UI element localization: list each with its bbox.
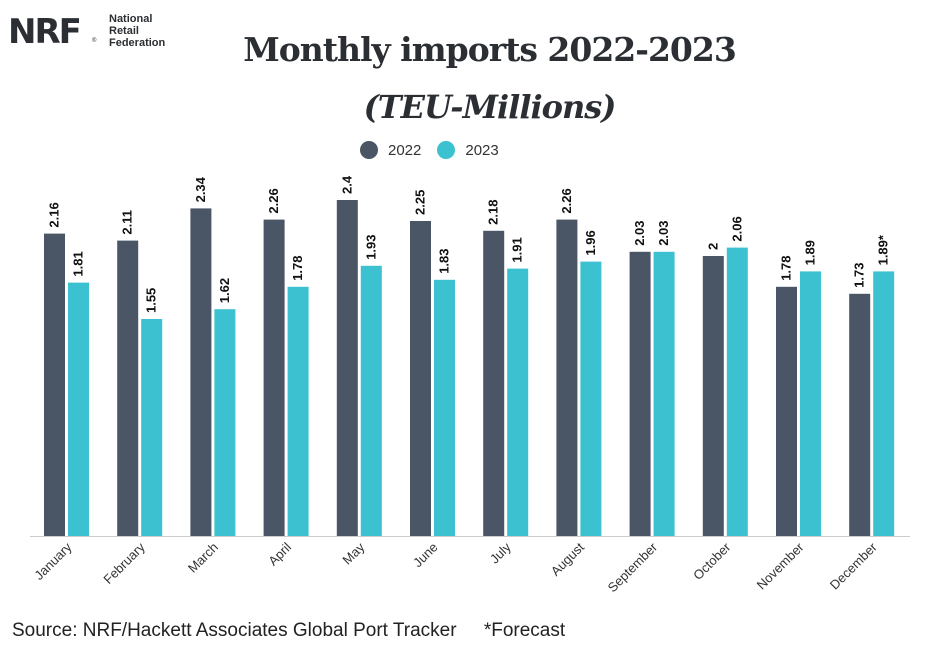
x-tick-label-july: July	[487, 539, 514, 566]
data-label-2022-april: 2.26	[266, 188, 281, 213]
bar-2023-september	[653, 251, 675, 537]
legend-swatch-2022	[360, 141, 378, 159]
data-label-2022-december: 1.73	[852, 262, 867, 287]
forecast-note: *Forecast	[483, 620, 566, 641]
logo-wordmark: National Retail Federation	[109, 13, 165, 49]
chart-subtitle: (TEU-Millions)	[363, 88, 617, 126]
logo-line-national: National	[109, 13, 153, 25]
x-tick-label-october: October	[690, 539, 734, 583]
x-tick-label-september: September	[605, 539, 661, 595]
bar-2023-may	[360, 265, 382, 536]
data-label-2022-september: 2.03	[632, 220, 647, 245]
x-tick-label-may: May	[339, 539, 367, 567]
data-label-2023-november: 1.89	[803, 240, 818, 265]
data-label-2022-november: 1.78	[779, 255, 794, 280]
data-label-2023-april: 1.78	[290, 255, 305, 280]
chart-legend: 2022 2023	[360, 139, 515, 161]
x-tick-label-june: June	[410, 540, 441, 571]
bar-2023-december	[873, 271, 895, 536]
data-label-2022-august: 2.26	[559, 188, 574, 213]
data-label-2023-october: 2.06	[729, 216, 744, 241]
legend-label-2022: 2022	[388, 141, 422, 159]
logo-registered-mark: ®	[92, 38, 97, 44]
bar-2023-march	[214, 309, 236, 536]
bar-2023-july	[507, 268, 529, 536]
bar-2023-june	[434, 279, 455, 536]
data-label-2023-july: 1.91	[510, 237, 525, 262]
x-tick-label-march: March	[185, 540, 221, 576]
legend-item-2023: 2023	[437, 141, 499, 159]
bar-2023-november	[800, 271, 821, 536]
x-tick-label-august: August	[548, 539, 587, 578]
data-label-2023-march: 1.62	[217, 278, 232, 303]
legend-swatch-2023	[437, 141, 456, 159]
bar-2023-february	[141, 319, 163, 536]
x-tick-label-january: January	[31, 539, 75, 583]
logo-line-federation: Federation	[109, 37, 166, 49]
x-tick-label-april: April	[265, 539, 294, 568]
data-label-2023-september: 2.03	[656, 220, 671, 245]
data-label-2022-october: 2	[705, 243, 720, 250]
bar-2023-august	[580, 261, 602, 536]
bar-2022-december	[849, 293, 871, 536]
data-label-2022-may: 2.4	[339, 175, 354, 194]
data-label-2023-august: 1.96	[583, 230, 598, 255]
logo-mark: NRF	[8, 12, 82, 52]
data-label-2023-february: 1.55	[144, 288, 159, 313]
legend-item-2022: 2022	[360, 141, 421, 159]
bar-2022-february	[117, 240, 139, 536]
source-line: Source: NRF/Hackett Associates Global Po…	[12, 620, 587, 642]
data-label-2023-may: 1.93	[363, 234, 378, 259]
bar-2023-october	[726, 247, 748, 536]
bar-2022-january	[44, 233, 65, 536]
bar-2022-november	[776, 286, 797, 536]
bar-2023-april	[287, 286, 309, 536]
data-label-2022-june: 2.25	[413, 190, 428, 215]
bar-2022-august	[556, 219, 578, 536]
bar-2022-july	[483, 230, 505, 537]
bar-2022-october	[702, 256, 724, 536]
data-label-2023-december: 1.89*	[876, 234, 891, 265]
bar-2022-april	[263, 219, 285, 536]
source-text: Source: NRF/Hackett Associates Global Po…	[12, 620, 457, 641]
data-label-2023-january: 1.81	[71, 251, 86, 276]
bar-2022-may	[336, 200, 358, 536]
data-label-2023-june: 1.83	[437, 248, 452, 273]
nrf-logo: NRF ® National Retail Federation	[8, 12, 186, 56]
legend-label-2023: 2023	[465, 141, 499, 159]
bar-2022-june	[410, 221, 431, 536]
chart-title: Monthly imports 2022-2023	[243, 30, 737, 69]
data-label-2022-march: 2.34	[193, 176, 208, 202]
x-tick-label-november: November	[754, 539, 807, 592]
x-tick-label-february: February	[100, 539, 148, 587]
x-tick-label-december: December	[827, 539, 880, 592]
logo-line-retail: Retail	[109, 25, 139, 37]
bar-2022-september	[629, 251, 651, 537]
data-label-2022-july: 2.18	[486, 199, 501, 224]
data-label-2022-january: 2.16	[47, 202, 62, 227]
bar-2023-january	[68, 282, 89, 536]
bar-2022-march	[190, 208, 212, 536]
data-label-2022-february: 2.11	[120, 210, 135, 235]
